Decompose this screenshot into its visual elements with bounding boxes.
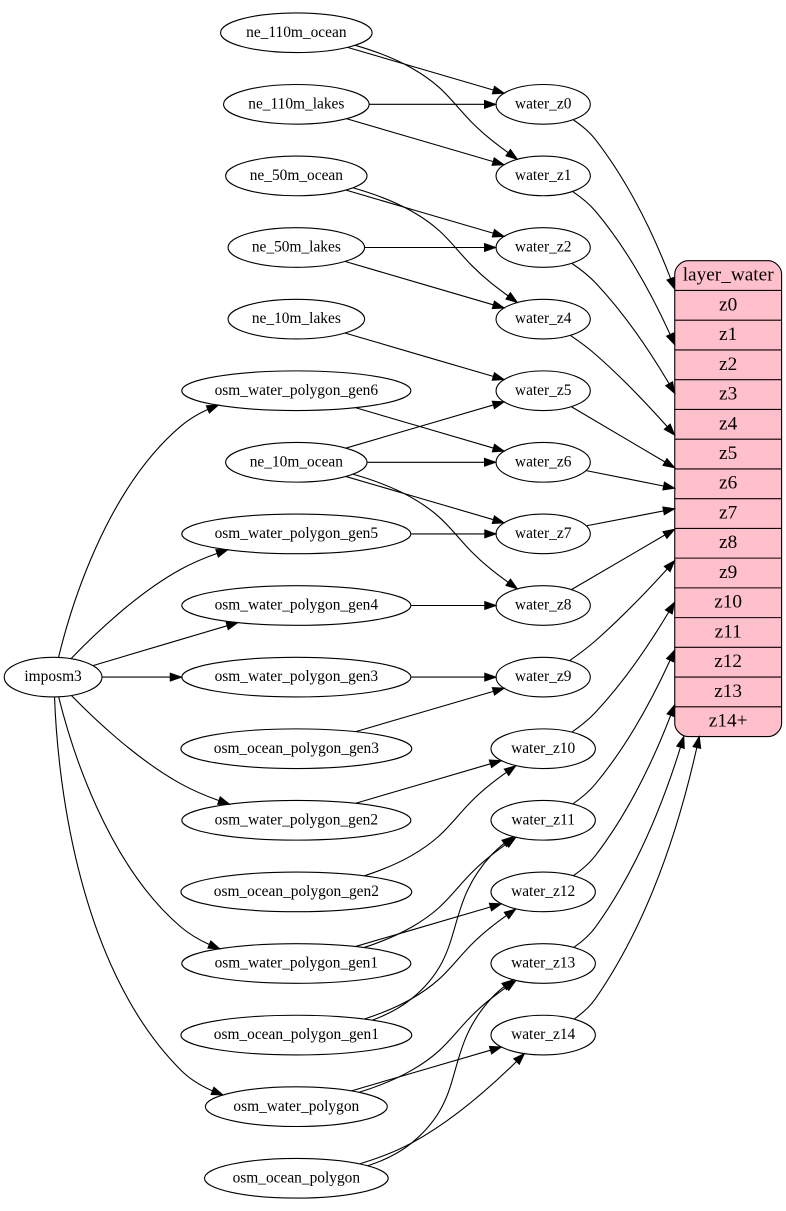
svg-text:z2: z2: [719, 354, 737, 375]
svg-text:ne_110m_ocean: ne_110m_ocean: [246, 24, 347, 41]
svg-text:osm_water_polygon_gen6: osm_water_polygon_gen6: [215, 382, 379, 399]
svg-text:z12: z12: [714, 651, 742, 672]
svg-text:z9: z9: [719, 562, 737, 583]
svg-text:water_z13: water_z13: [511, 955, 575, 972]
svg-text:osm_water_polygon_gen1: osm_water_polygon_gen1: [215, 955, 378, 972]
svg-text:osm_water_polygon_gen5: osm_water_polygon_gen5: [215, 525, 379, 542]
svg-text:z5: z5: [719, 443, 737, 464]
svg-text:ne_110m_lakes: ne_110m_lakes: [248, 95, 344, 112]
svg-text:water_z0: water_z0: [515, 95, 572, 112]
svg-text:osm_water_polygon: osm_water_polygon: [233, 1098, 359, 1115]
svg-text:z6: z6: [719, 473, 738, 494]
svg-text:z8: z8: [719, 532, 737, 553]
svg-text:ne_10m_ocean: ne_10m_ocean: [250, 453, 344, 470]
svg-text:z14+: z14+: [709, 711, 748, 732]
svg-text:water_z9: water_z9: [515, 668, 572, 685]
svg-text:ne_50m_lakes: ne_50m_lakes: [252, 239, 341, 256]
svg-text:z10: z10: [714, 592, 742, 613]
svg-text:z11: z11: [715, 621, 742, 642]
svg-text:water_z6: water_z6: [515, 453, 572, 470]
svg-text:water_z8: water_z8: [515, 597, 572, 614]
svg-text:z7: z7: [719, 502, 738, 523]
svg-text:water_z5: water_z5: [515, 382, 572, 399]
svg-text:z4: z4: [719, 413, 738, 434]
svg-text:water_z2: water_z2: [515, 239, 571, 256]
svg-text:osm_water_polygon_gen3: osm_water_polygon_gen3: [215, 668, 379, 685]
svg-text:water_z11: water_z11: [511, 811, 575, 828]
svg-text:z0: z0: [719, 294, 737, 315]
svg-text:z3: z3: [719, 384, 737, 405]
svg-text:ne_50m_ocean: ne_50m_ocean: [250, 167, 344, 184]
svg-text:water_z1: water_z1: [515, 167, 571, 184]
svg-text:water_z14: water_z14: [511, 1026, 575, 1043]
svg-text:imposm3: imposm3: [24, 668, 82, 685]
svg-text:z1: z1: [719, 324, 737, 345]
svg-text:layer_water: layer_water: [683, 265, 775, 286]
svg-text:z13: z13: [714, 681, 742, 702]
svg-text:osm_ocean_polygon_gen2: osm_ocean_polygon_gen2: [214, 883, 379, 900]
svg-text:ne_10m_lakes: ne_10m_lakes: [252, 310, 341, 327]
svg-text:osm_water_polygon_gen4: osm_water_polygon_gen4: [215, 597, 379, 614]
svg-text:osm_ocean_polygon_gen3: osm_ocean_polygon_gen3: [214, 740, 379, 757]
svg-text:osm_ocean_polygon_gen1: osm_ocean_polygon_gen1: [214, 1026, 379, 1043]
svg-text:water_z12: water_z12: [511, 883, 575, 900]
svg-text:water_z4: water_z4: [515, 310, 572, 327]
svg-text:osm_ocean_polygon: osm_ocean_polygon: [233, 1169, 361, 1186]
svg-text:osm_water_polygon_gen2: osm_water_polygon_gen2: [215, 811, 378, 828]
svg-text:water_z7: water_z7: [515, 525, 572, 542]
svg-text:water_z10: water_z10: [511, 740, 575, 757]
